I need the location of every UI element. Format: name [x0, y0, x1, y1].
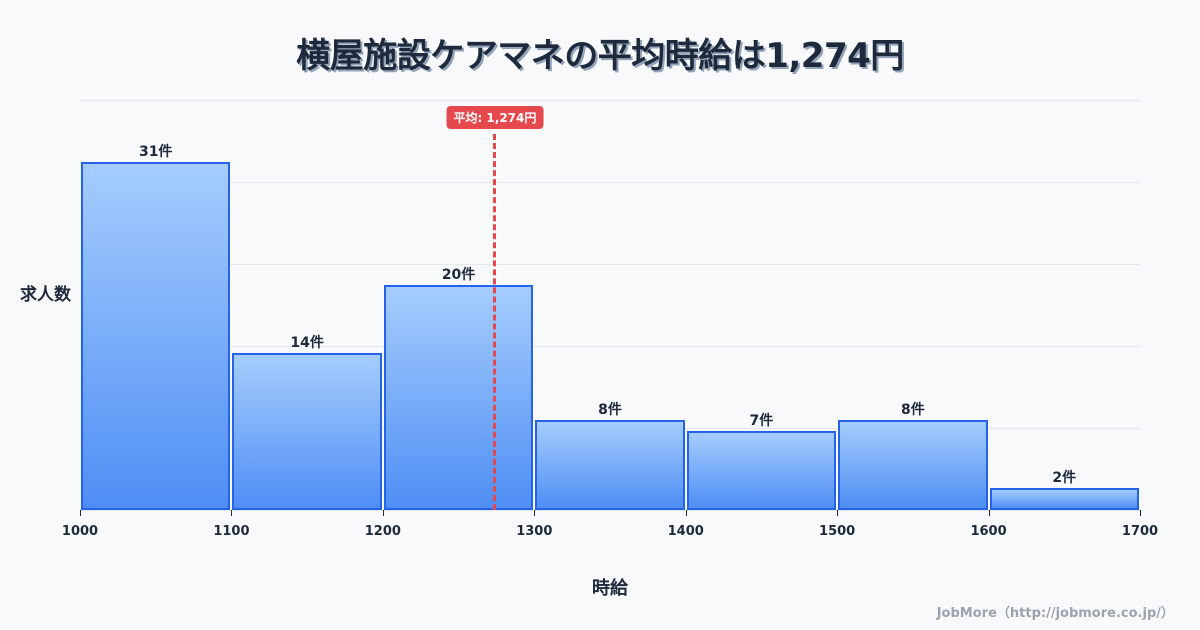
- x-tick-label: 1500: [819, 524, 856, 539]
- x-tick: [1140, 510, 1141, 516]
- x-tick: [80, 510, 81, 516]
- x-tick-label: 1700: [1121, 524, 1159, 539]
- histogram-bar: [686, 431, 837, 510]
- x-tick-label: 1600: [970, 524, 1007, 539]
- histogram-bar: [81, 161, 231, 510]
- histogram-bar: [232, 352, 382, 510]
- histogram-bar: [989, 487, 1139, 510]
- mean-badge: 平均: 1,274円: [446, 106, 544, 129]
- x-axis-label: 時給: [592, 578, 628, 599]
- histogram-bar: [535, 420, 685, 510]
- histogram-bar: [383, 285, 534, 510]
- gridline: [80, 346, 1140, 347]
- gridline: [80, 182, 1140, 183]
- bar-value-label: 14件: [290, 334, 324, 351]
- gridline: [80, 264, 1140, 265]
- y-axis-label: 求人数: [20, 285, 71, 305]
- x-tick-label: 1100: [213, 524, 250, 539]
- bar-value-label: 8件: [598, 402, 622, 419]
- histogram-bar: [838, 420, 988, 510]
- chart-title: 横屋施設ケアマネの平均時給は1,274円: [296, 36, 904, 76]
- x-tick: [988, 510, 990, 516]
- plot-area: 31件 14件 20件 8件 7件 8件 2件 平均: 1,274円 1000 1100 120…: [62, 100, 1158, 539]
- x-tick: [382, 510, 384, 516]
- x-tick: [837, 510, 839, 516]
- gridline: [80, 100, 1140, 101]
- x-tick-label: 1300: [516, 524, 553, 539]
- bar-value-label: 8件: [900, 402, 925, 419]
- bar-value-label: 20件: [441, 267, 476, 284]
- gridline: [80, 510, 1140, 511]
- credit-text: JobMore（http://jobmore.co.jp/）: [936, 606, 1174, 621]
- bar-value-label: 2件: [1052, 469, 1077, 486]
- x-tick: [685, 510, 687, 516]
- bar-value-label: 7件: [749, 413, 774, 430]
- x-tick: [534, 510, 536, 516]
- x-tick-label: 1200: [364, 524, 401, 539]
- x-tick-label: 1400: [667, 524, 704, 539]
- bar-value-label: 31件: [138, 143, 173, 160]
- x-tick: [231, 510, 233, 516]
- x-tick-label: 1000: [61, 524, 99, 539]
- mean-line: [493, 134, 497, 510]
